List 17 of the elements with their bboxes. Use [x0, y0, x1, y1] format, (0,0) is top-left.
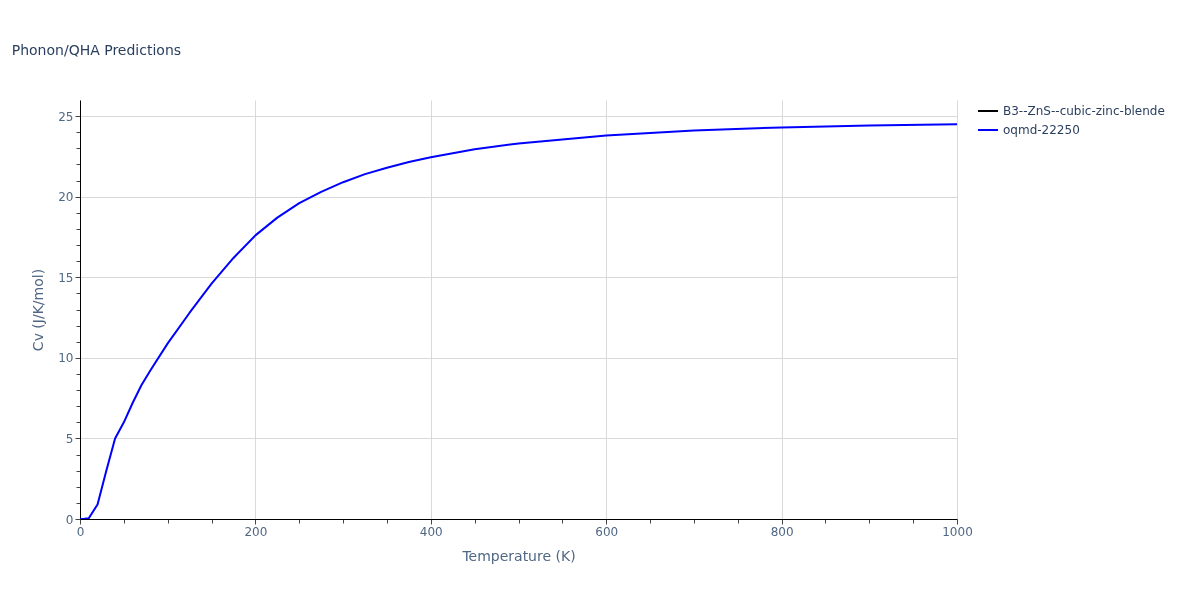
y-tick-label: 15	[58, 270, 74, 285]
y-tick-label: 5	[65, 431, 74, 446]
chart-title: Phonon/QHA Predictions	[11, 42, 182, 58]
x-tick-label: 1000	[942, 524, 973, 539]
x-tick-label: 0	[76, 524, 85, 539]
x-tick-label: 600	[595, 524, 619, 539]
x-tick-label: 200	[244, 524, 268, 539]
x-tick-label: 400	[419, 524, 443, 539]
y-tick-label: 10	[58, 351, 74, 366]
legend-label: oqmd-22250	[1003, 123, 1080, 137]
y-tick-label: 0	[65, 512, 74, 527]
y-axis-title: Cv (J/K/mol)	[30, 268, 47, 352]
x-axis-title: Temperature (K)	[461, 547, 576, 564]
y-tick-label: 25	[58, 109, 74, 124]
legend-label: B3--ZnS--cubic-zinc-blende	[1003, 104, 1165, 118]
x-tick-label: 800	[770, 524, 794, 539]
y-tick-label: 20	[58, 190, 74, 205]
